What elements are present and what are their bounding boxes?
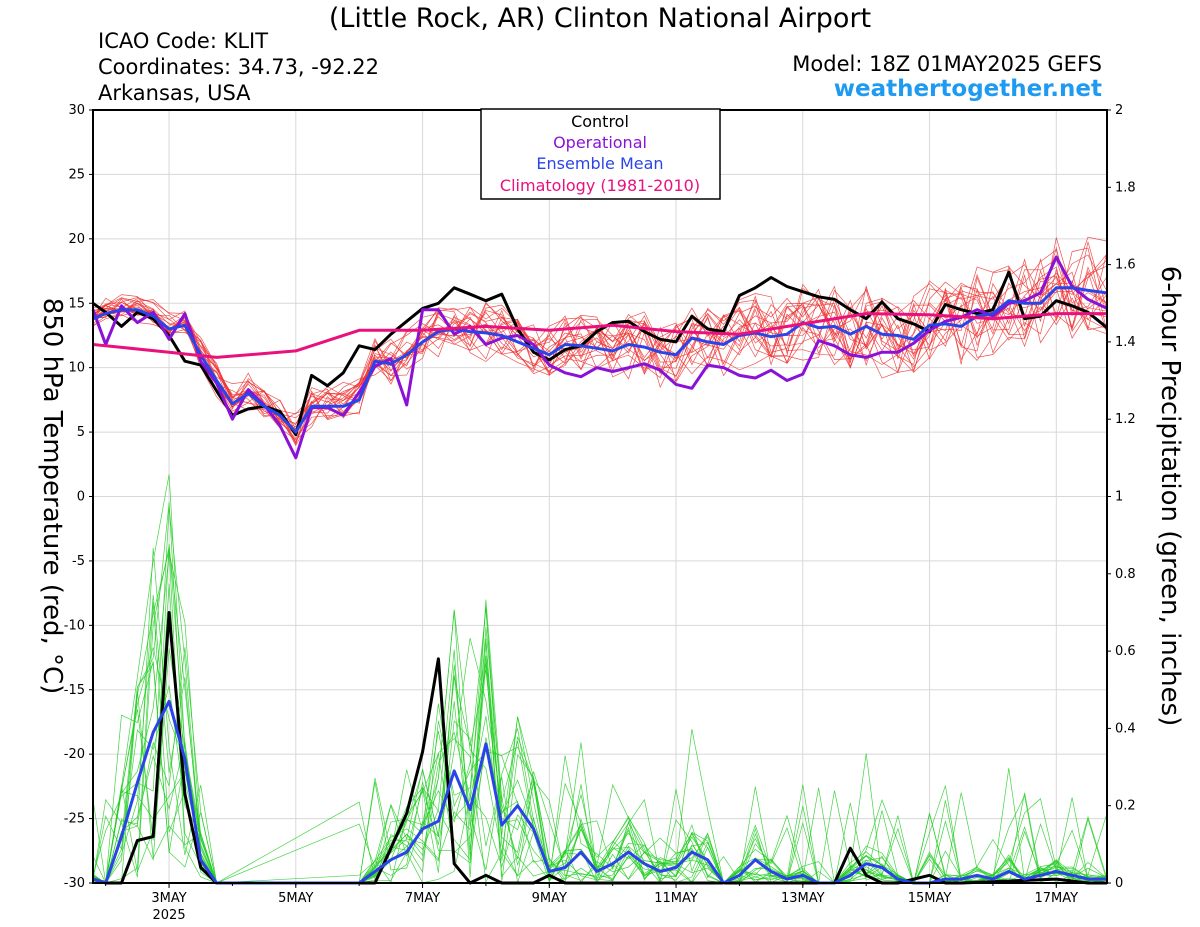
y-axis-label-left: 850 hPa Temperature (red, °C) [37, 298, 67, 695]
y-tick-label: 25 [68, 167, 85, 182]
y-tick-label: -30 [64, 876, 85, 891]
y-tick-label: -10 [64, 618, 85, 633]
legend-operational: Operational [553, 133, 647, 152]
model-run: Model: 18Z 01MAY2025 GEFS [792, 52, 1102, 76]
x-tick-year-label: 2025 [153, 908, 186, 923]
x-tick-label: 5MAY [278, 891, 313, 906]
temp-member-line [92, 276, 1108, 437]
x-tick-label: 15MAY [908, 891, 952, 906]
temp-member-line [92, 251, 1108, 443]
y2-tick-label: 0.6 [1115, 644, 1136, 659]
y-tick-label: -15 [64, 683, 85, 698]
legend-climatology: Climatology (1981-2010) [500, 176, 700, 195]
temp-member-line [92, 258, 1108, 444]
x-tick-label: 17MAY [1035, 891, 1079, 906]
y-tick-label: 30 [68, 103, 85, 118]
y2-tick-label: 2 [1115, 103, 1123, 118]
y2-tick-label: 0.2 [1115, 799, 1136, 814]
precip-member-line [92, 550, 1108, 885]
precip-member-line [92, 543, 1108, 884]
y-tick-label: 10 [68, 361, 85, 376]
precip-member-line [92, 547, 1108, 884]
precip-member-line [92, 583, 1108, 884]
legend-control: Control [571, 112, 629, 131]
main-series-layer [91, 255, 1108, 885]
temp-operational-line [91, 255, 1108, 460]
y-tick-label: 15 [68, 296, 85, 311]
x-tick-label: 13MAY [781, 891, 825, 906]
legend-box [480, 108, 721, 200]
precip-member-line [92, 553, 1108, 884]
x-tick-label: 3MAY [151, 891, 186, 906]
x-tick-label: 11MAY [654, 891, 698, 906]
precip-member-line [92, 599, 1108, 884]
precip-member-line [92, 474, 1108, 884]
y-tick-label: -25 [64, 812, 85, 827]
precip-member-line [92, 685, 1108, 884]
y-tick-label: -20 [64, 747, 85, 762]
precip-member-line [92, 648, 1108, 884]
x-tick-label: 9MAY [532, 891, 567, 906]
coordinates: Coordinates: 34.73, -92.22 [98, 55, 379, 79]
legend: Control Operational Ensemble Mean Climat… [480, 108, 721, 200]
y2-tick-label: 1.2 [1115, 412, 1136, 427]
precip-member-line [92, 546, 1108, 884]
ensemble-members-layer [92, 236, 1108, 885]
chart-title: (Little Rock, AR) Clinton National Airpo… [328, 3, 872, 34]
y2-tick-label: 0.8 [1115, 567, 1136, 582]
temp-member-line [92, 241, 1108, 434]
temp-ensemble-mean-line [92, 286, 1108, 434]
brand-link[interactable]: weathertogether.net [833, 76, 1102, 102]
y2-tick-label: 1.4 [1115, 335, 1136, 350]
y-tick-label: 5 [77, 425, 85, 440]
axes-layer: 302520151050-5-10-15-20-25-3021.81.61.41… [64, 103, 1136, 923]
y2-tick-label: 0.4 [1115, 721, 1136, 736]
precip-member-line [92, 594, 1108, 884]
temp-climatology-1981-2010-line [92, 312, 1107, 359]
icao-code: ICAO Code: KLIT [98, 29, 269, 53]
temp-control-line [92, 270, 1108, 437]
y-tick-label: 20 [68, 232, 85, 247]
gridlines [93, 109, 1107, 884]
precip-ensemble-mean-line [92, 699, 1107, 885]
y2-tick-label: 1 [1115, 490, 1123, 505]
region-label: Arkansas, USA [98, 81, 251, 105]
y2-tick-label: 0 [1115, 876, 1123, 891]
precip-member-line [92, 602, 1108, 884]
y-tick-label: -5 [72, 554, 85, 569]
y-axis-label-right: 6-hour Precipitation (green, inches) [1155, 266, 1185, 726]
temp-member-line [92, 269, 1108, 423]
legend-ensemble-mean: Ensemble Mean [536, 154, 663, 173]
y2-tick-label: 1.8 [1115, 180, 1136, 195]
y2-tick-label: 1.6 [1115, 258, 1136, 273]
y-tick-label: 0 [77, 490, 85, 505]
x-tick-label: 7MAY [405, 891, 440, 906]
